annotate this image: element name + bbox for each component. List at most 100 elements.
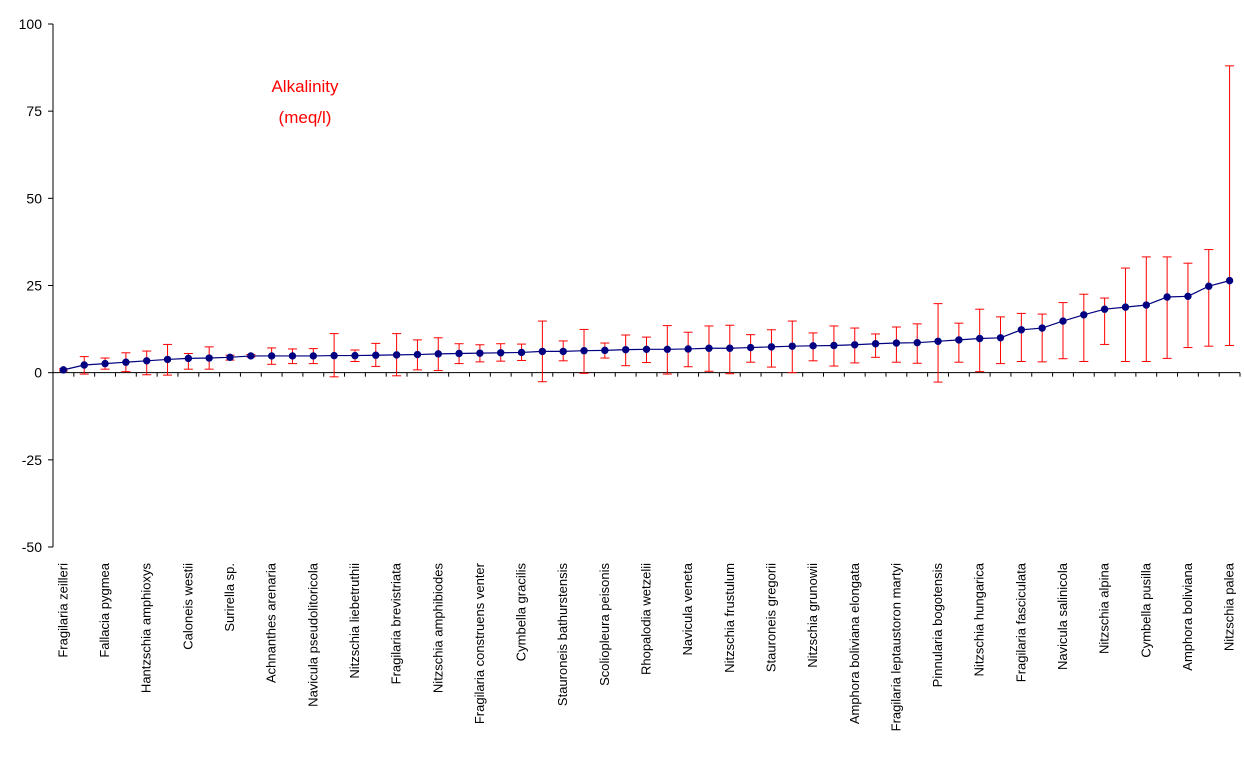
data-point [1205,282,1213,290]
data-point [351,351,359,360]
chart-title-line-1: Alkalinity [271,77,339,96]
data-point [913,338,921,347]
y-tick-label: 50 [26,190,42,206]
x-category-label: Fragilaria zeilleri [55,563,70,658]
error-bar [1120,267,1130,363]
x-category-label: Nitzschia hungarica [972,562,987,676]
data-point [309,352,318,360]
data-point [851,341,859,349]
x-category-label: Fragilaria fasciculata [1013,562,1028,682]
data-point [455,349,463,358]
data-point [996,334,1005,342]
x-category-label: Surirella sp. [222,563,237,632]
x-category-label: Nitzschia amphibiodes [430,563,445,694]
data-point [705,344,713,352]
data-point [330,351,338,360]
x-category-label: Navicula pseudolitoricola [305,562,320,707]
x-category-label: Achnanthes arenaria [264,562,279,683]
data-point [413,350,422,359]
data-point [476,349,484,357]
x-category-label: Fragilaria leptaustoron martyi [888,563,903,731]
x-category-label: Cymbella gracilis [514,563,529,662]
data-point [1184,292,1192,301]
x-axis-labels: Fragilaria zeilleri Fallacia pygmea Hantzs… [55,562,1237,731]
x-category-label: Navicula salinicola [1055,562,1070,670]
data-point [1038,324,1046,332]
data-point [143,357,151,365]
error-bars [58,65,1235,383]
chart-title: Alkalinity (meq/l) [271,77,339,127]
data-point [122,358,130,366]
data-point [163,355,172,364]
error-bar [1037,313,1047,363]
data-point [1225,276,1234,285]
error-bar [1162,256,1172,359]
x-category-label: Amphora boliviana elongata [847,562,862,724]
data-point [621,345,630,354]
x-category-label: Fragilaria brevistriata [389,562,404,684]
data-point [767,343,776,351]
series-alkalinity [59,276,1234,374]
data-point [1142,301,1150,309]
data-point [726,344,734,352]
data-point [892,339,901,347]
data-point [1080,311,1088,319]
data-point [517,348,526,357]
x-category-label: Stauroneis gregorii [763,563,778,672]
error-bar [1204,249,1214,347]
data-point [226,353,234,362]
data-point [184,354,193,363]
data-point [955,336,963,344]
data-point [205,354,213,362]
data-point [372,351,380,359]
data-point [871,340,880,348]
y-axis-ticks: -50 -25 0 25 50 75 100 [19,16,53,555]
y-tick-label: 100 [19,16,43,32]
y-tick-label: 25 [26,278,42,294]
x-category-label: Fragilaria construens venter [472,562,487,724]
data-point [434,350,442,358]
chart-title-line-2: (meq/l) [279,108,332,127]
x-category-label: Nitzschia alpina [1097,562,1112,654]
data-point [975,334,984,343]
x-category-label: Scoliopleura peisonis [597,563,612,686]
data-point [1017,326,1026,334]
data-point [1121,303,1130,311]
data-point [247,352,255,360]
data-point [538,347,547,356]
data-point [497,349,505,357]
data-point [559,347,567,356]
x-category-label: Caloneis westii [180,563,195,650]
x-category-label: Amphora boliviana [1180,562,1195,670]
error-bar [1225,65,1235,346]
data-point [809,342,817,350]
x-category-label: Stauroneis bathurstensis [555,563,570,707]
data-point [746,343,755,352]
data-point [392,351,401,359]
error-bar [1100,297,1110,345]
data-point [59,366,68,374]
data-point [663,345,672,354]
data-point [684,345,692,353]
x-category-label: Nitzschia grunowii [805,563,820,668]
x-category-label: Cymbella pusilla [1138,562,1153,657]
error-bar [1141,256,1151,363]
error-bar [1183,262,1193,349]
data-point [1059,317,1067,325]
x-category-label: Pinnularia bogotensis [930,563,945,688]
x-category-label: Nitzschia frustulum [722,563,737,673]
y-tick-label: -50 [22,539,42,555]
data-point [288,352,297,360]
axes [52,24,1241,547]
data-point [101,359,109,368]
error-bar [1058,302,1068,360]
data-point [934,337,942,345]
y-tick-label: -25 [22,452,42,468]
x-category-label: Nitzschia palea [1222,562,1237,651]
x-category-label: Navicula veneta [680,562,695,655]
x-category-label: Hantzschia amphioxys [139,563,154,694]
x-category-label: Rhopalodia wetzelii [639,563,654,675]
data-point [830,341,838,350]
x-category-label: Nitzschia liebetruthii [347,563,362,679]
